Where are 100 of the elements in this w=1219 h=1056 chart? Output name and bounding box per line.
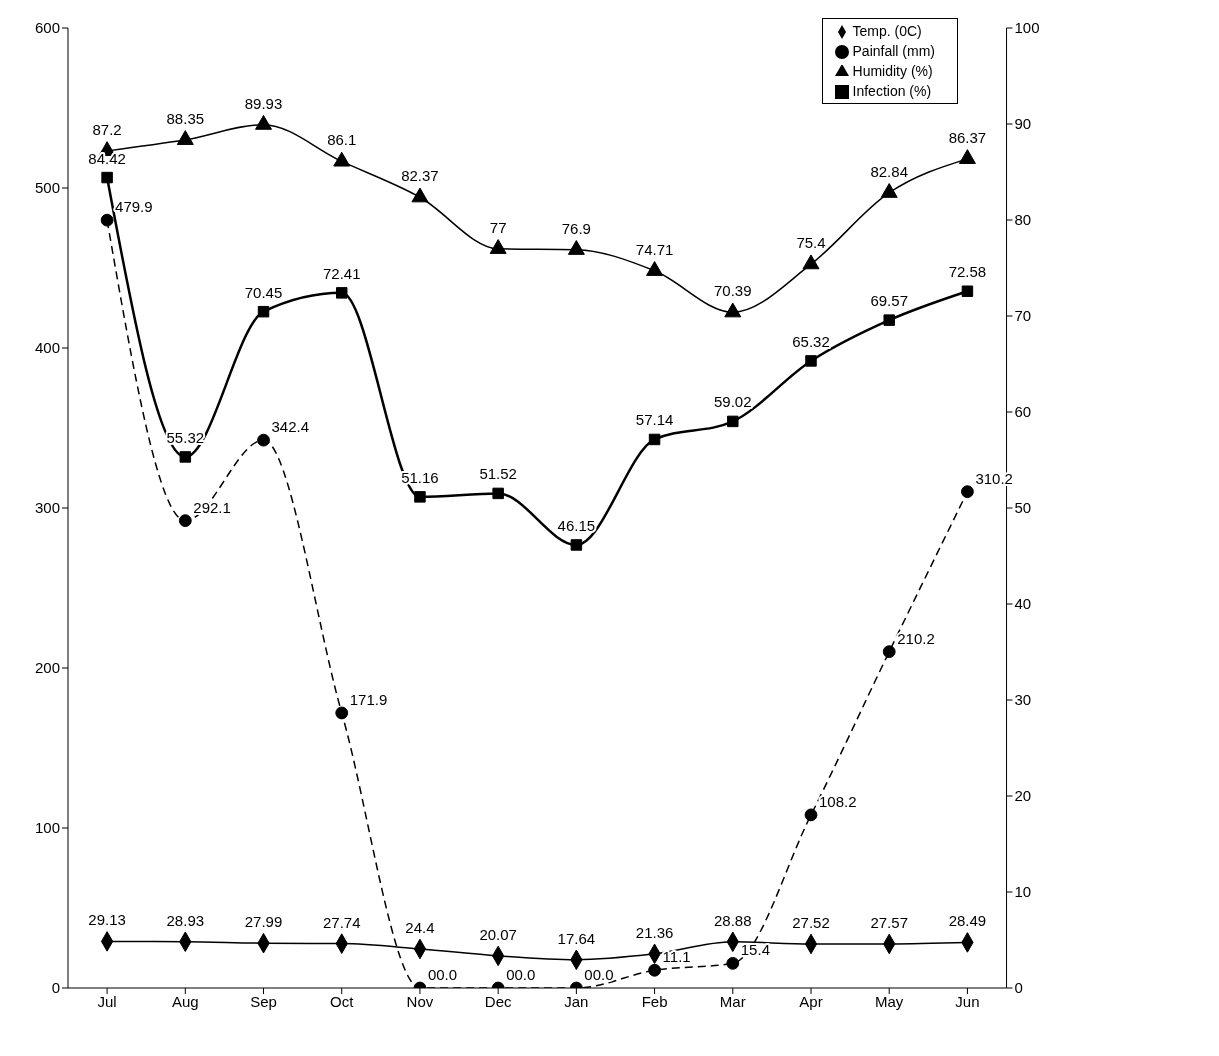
data-label: 82.84 — [870, 162, 908, 180]
point — [805, 355, 817, 367]
data-label: 87.2 — [92, 120, 122, 138]
y2-tick-label: 20 — [1014, 787, 1032, 805]
data-label: 46.15 — [557, 516, 596, 534]
x-tick-label: Apr — [799, 992, 823, 1010]
y2-tick-label: 10 — [1014, 883, 1032, 901]
data-label: 28.88 — [714, 911, 752, 929]
point — [100, 213, 114, 227]
data-label: 89.93 — [244, 94, 283, 112]
y-tick-label: 400 — [34, 339, 60, 357]
data-label: 00.0 — [506, 966, 536, 983]
data-label: 82.37 — [401, 167, 439, 185]
y2-tick-label: 80 — [1014, 211, 1032, 229]
data-label: 17.64 — [557, 929, 596, 947]
x-tick-label: Jul — [97, 992, 117, 1010]
point — [255, 114, 272, 130]
legend-label: Humidity (%) — [852, 63, 933, 79]
data-label: 20.07 — [479, 925, 517, 943]
data-label: 51.52 — [479, 465, 517, 483]
y2-tick-label: 60 — [1014, 403, 1032, 421]
data-label: 86.37 — [948, 128, 987, 146]
legend-label: Painfall (mm) — [852, 43, 935, 59]
point — [880, 183, 898, 198]
data-label: 00.0 — [584, 966, 614, 983]
data-label: 84.42 — [88, 149, 126, 167]
data-label: 70.39 — [714, 282, 752, 300]
point — [961, 485, 974, 499]
point — [492, 487, 504, 500]
point — [176, 130, 194, 145]
point — [333, 151, 351, 167]
data-label: 86.1 — [327, 131, 357, 149]
x-tick-label: Nov — [406, 992, 434, 1010]
point — [958, 149, 976, 164]
data-label: 59.02 — [714, 393, 752, 411]
data-label: 74.71 — [635, 240, 674, 258]
data-label: 88.35 — [166, 109, 205, 127]
data-label: 24.4 — [405, 918, 435, 936]
point — [414, 491, 426, 503]
x-tick-label: Sep — [250, 992, 277, 1010]
data-label: 27.99 — [244, 913, 283, 931]
point — [961, 285, 974, 297]
data-label: 76.9 — [561, 219, 591, 237]
data-label: 292.1 — [193, 498, 231, 516]
data-label: 27.74 — [322, 913, 361, 931]
x-tick-label: Jun — [955, 992, 980, 1010]
point — [257, 433, 270, 447]
point — [883, 314, 895, 326]
y2-tick-label: 70 — [1014, 307, 1032, 325]
data-label: 28.49 — [948, 912, 987, 930]
data-label: 00.0 — [427, 966, 458, 983]
data-label: 15.4 — [740, 941, 770, 959]
data-label: 29.13 — [88, 911, 126, 929]
point — [648, 963, 661, 977]
x-tick-label: Jan — [564, 992, 589, 1010]
data-label: 75.4 — [796, 234, 826, 252]
data-label: 72.41 — [322, 264, 361, 282]
y2-tick-label: 50 — [1014, 499, 1032, 517]
point — [178, 514, 192, 528]
point — [567, 240, 585, 255]
legend-label: Infection (%) — [852, 83, 932, 99]
data-label: 69.57 — [870, 292, 908, 310]
y-tick-label: 200 — [34, 659, 60, 677]
point — [335, 287, 348, 299]
point — [179, 451, 192, 463]
data-label: 27.57 — [870, 913, 908, 931]
point — [724, 302, 742, 318]
y2-tick-label: 0 — [1014, 979, 1023, 997]
y2-tick-label: 30 — [1014, 691, 1032, 709]
data-label: 342.4 — [271, 418, 310, 436]
y-tick-label: 600 — [34, 19, 60, 37]
y2-tick-label: 100 — [1014, 19, 1040, 37]
y-tick-label: 100 — [34, 819, 60, 837]
point — [727, 415, 739, 428]
data-label: 28.93 — [166, 911, 205, 929]
point — [257, 305, 270, 318]
data-label: 108.2 — [819, 792, 857, 810]
data-label: 171.9 — [349, 690, 388, 708]
data-label: 21.36 — [635, 923, 674, 941]
x-tick-label: Oct — [330, 992, 355, 1010]
point — [726, 956, 740, 970]
legend-label: Temp. (0C) — [852, 23, 922, 39]
data-label: 57.14 — [635, 411, 674, 429]
x-tick-label: Dec — [484, 992, 512, 1010]
y-tick-label: 0 — [51, 979, 60, 997]
data-label: 77 — [489, 218, 507, 236]
y-tick-label: 500 — [34, 179, 60, 197]
x-tick-label: Aug — [171, 992, 199, 1010]
data-label: 65.32 — [792, 332, 830, 350]
data-label: 27.52 — [792, 913, 830, 931]
data-label: 210.2 — [897, 629, 935, 647]
y2-tick-label: 90 — [1014, 115, 1032, 133]
x-tick-label: Feb — [641, 992, 668, 1010]
point — [489, 239, 507, 254]
x-tick-label: Mar — [719, 992, 746, 1010]
point — [570, 539, 583, 551]
point — [882, 645, 896, 659]
point — [646, 261, 664, 276]
data-label: 72.58 — [948, 263, 987, 281]
data-label: 70.45 — [244, 283, 283, 301]
